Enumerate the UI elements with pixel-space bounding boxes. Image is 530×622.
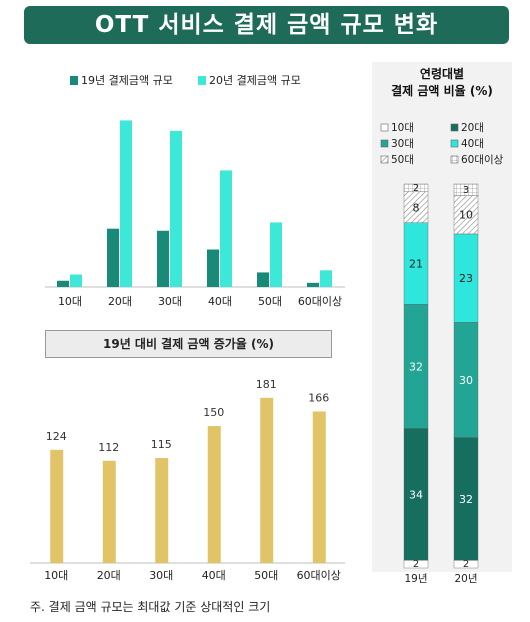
ratio-legend-swatch-0	[380, 123, 389, 132]
data-label: 124	[46, 430, 67, 443]
ratio-data-label: 2	[463, 559, 469, 570]
x-tick-label: 40대	[208, 295, 232, 308]
bar-19-1	[107, 228, 119, 287]
bar-20-3	[220, 170, 232, 287]
x-tick-label: 50대	[254, 569, 278, 582]
bar-19-2	[157, 230, 169, 287]
ratio-data-label: 21	[409, 258, 423, 271]
growth-bar-1	[102, 460, 116, 563]
ratio-legend-label-2: 30대	[391, 138, 414, 150]
ratio-seg-3-1	[453, 233, 479, 323]
growth-bar-5	[312, 411, 326, 563]
legend-label-1: 20년 결제금액 규모	[209, 74, 301, 87]
ratio-legend-label-1: 20대	[461, 122, 484, 134]
ratio-chart-title: 연령대별 결제 금액 비율 (%)	[391, 67, 493, 98]
x-tick-label: 40대	[202, 569, 226, 582]
ratio-data-label: 10	[459, 209, 473, 222]
bar-19-3	[207, 249, 219, 287]
ratio-data-label: 3	[463, 185, 469, 196]
bar-19-4	[257, 272, 269, 287]
data-label: 112	[98, 441, 119, 454]
ratio-data-label: 32	[459, 493, 473, 506]
ratio-legend-label-4: 50대	[391, 154, 414, 166]
growth-rate-chart: 124 10대 112 20대 115 30대 150 40대 181 50대 166 60대이상	[30, 378, 345, 582]
ratio-legend-swatch-3	[450, 139, 459, 148]
growth-bar-4	[260, 397, 274, 563]
ratio-data-label: 23	[459, 272, 473, 285]
ratio-seg-3-0	[403, 222, 429, 305]
data-label: 181	[256, 378, 277, 391]
ratio-legend-swatch-5	[450, 155, 459, 164]
ratio-seg-1-0	[403, 428, 429, 561]
ratio-data-label: 32	[409, 360, 423, 373]
ratio-seg-4-1	[453, 195, 479, 235]
bar-19-5	[307, 282, 319, 287]
x-tick-label: 20대	[108, 295, 132, 308]
ratio-seg-2-1	[453, 322, 479, 438]
ratio-chart: 10대 20대 30대 40대 50대 60대이상 2 34 32 21 8 2 19년 2 32 30 23 1…	[380, 122, 504, 585]
growth-bar-0	[50, 449, 64, 563]
ratio-data-label: 2	[413, 559, 419, 570]
x-tick-label: 30대	[149, 569, 173, 582]
data-label: 115	[151, 438, 172, 451]
legend-swatch-0	[70, 76, 78, 85]
bar-20-1	[120, 120, 132, 287]
ratio-x-tick-label: 19년	[404, 573, 427, 585]
ratio-data-label: 34	[409, 488, 423, 501]
ratio-seg-5-0	[403, 183, 429, 192]
bar-20-0	[70, 274, 82, 287]
legend-label-0: 19년 결제금액 규모	[81, 74, 173, 87]
x-tick-label: 30대	[158, 295, 182, 308]
growth-bar-2	[155, 458, 169, 563]
ratio-data-label: 8	[413, 201, 420, 214]
ratio-seg-5-1	[453, 183, 479, 196]
x-tick-label: 60대이상	[298, 295, 342, 308]
ratio-legend-swatch-2	[380, 139, 389, 148]
data-label: 150	[203, 406, 224, 419]
x-tick-label: 60대이상	[297, 569, 341, 582]
ratio-data-label: 30	[459, 374, 473, 387]
bar-19-0	[57, 280, 69, 287]
x-tick-label: 10대	[58, 295, 82, 308]
bar-20-5	[320, 270, 332, 287]
growth-bar-3	[207, 426, 221, 563]
growth-chart-title: 19년 대비 결제 금액 증가율 (%)	[45, 330, 332, 358]
legend-swatch-1	[198, 76, 206, 85]
ratio-legend-label-5: 60대이상	[461, 154, 504, 166]
ratio-data-label: 2	[413, 183, 419, 194]
ratio-x-tick-label: 20년	[454, 573, 477, 585]
bar-20-4	[270, 222, 282, 287]
ratio-legend-label-3: 40대	[461, 138, 484, 150]
ratio-seg-2-0	[403, 304, 429, 429]
data-label: 166	[308, 391, 329, 404]
ratio-legend-swatch-1	[450, 123, 459, 132]
footnote: 주. 결제 금액 규모는 최대값 기준 상대적인 크기	[30, 600, 271, 614]
bar-20-2	[170, 130, 182, 287]
x-tick-label: 50대	[258, 295, 282, 308]
payment-size-chart: 10대 20대 30대 40대 50대 60대이상 19년 결제금액 규모 20년 결제금액 …	[45, 74, 345, 308]
ratio-legend-label-0: 10대	[391, 122, 414, 134]
x-tick-label: 20대	[97, 569, 121, 582]
page-title: OTT 서비스 결제 금액 규모 변화	[24, 6, 509, 44]
ratio-seg-1-1	[453, 437, 479, 561]
ratio-legend-swatch-4	[380, 155, 389, 164]
ratio-panel	[372, 62, 512, 572]
x-tick-label: 10대	[44, 569, 68, 582]
